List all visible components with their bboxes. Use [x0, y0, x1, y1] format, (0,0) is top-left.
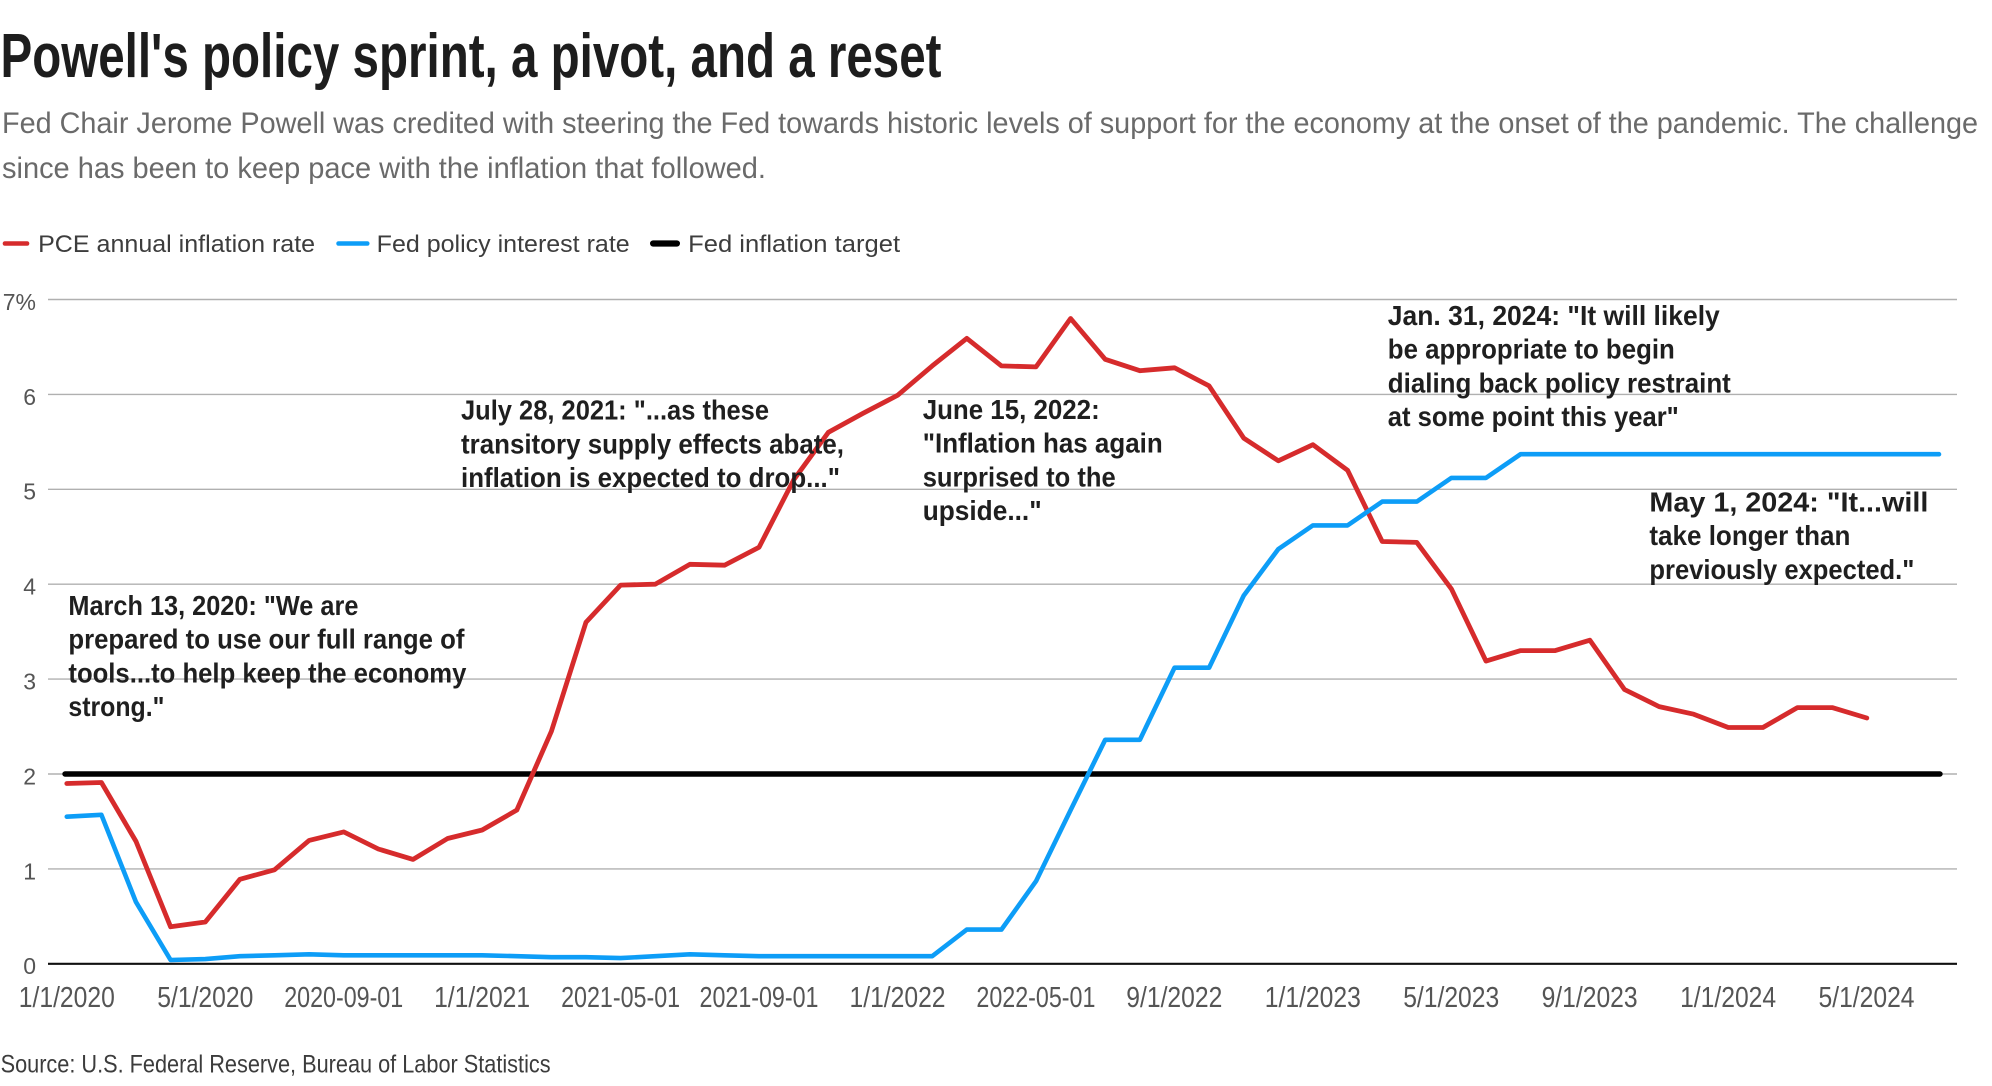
- svg-text:Source: U.S. Federal Reserve,: Source: U.S. Federal Reserve, Bureau of …: [1, 1052, 551, 1079]
- svg-text:Fed Chair Jerome Powell was cr: Fed Chair Jerome Powell was credited wit…: [2, 107, 1978, 140]
- svg-text:since has been to keep pace wi: since has been to keep pace with the inf…: [2, 152, 766, 185]
- svg-text:5/1/2023: 5/1/2023: [1403, 982, 1499, 1014]
- svg-text:Fed inflation target: Fed inflation target: [688, 231, 900, 258]
- svg-text:June 15, 2022:: June 15, 2022:: [923, 394, 1100, 425]
- svg-text:transitory supply effects abat: transitory supply effects abate,: [461, 428, 844, 459]
- svg-text:1/1/2020: 1/1/2020: [19, 982, 115, 1014]
- svg-text:upside...": upside...": [923, 495, 1042, 526]
- svg-text:3: 3: [23, 669, 36, 695]
- svg-text:surprised to the: surprised to the: [923, 461, 1116, 492]
- svg-text:7%: 7%: [3, 289, 36, 315]
- svg-text:2021-09-01: 2021-09-01: [700, 982, 819, 1014]
- svg-text:PCE annual inflation rate: PCE annual inflation rate: [38, 231, 315, 258]
- svg-text:2: 2: [23, 763, 36, 789]
- svg-text:2022-05-01: 2022-05-01: [976, 982, 1095, 1014]
- svg-text:prepared to use our full range: prepared to use our full range of: [68, 624, 465, 655]
- svg-text:5/1/2024: 5/1/2024: [1819, 982, 1915, 1014]
- svg-text:1/1/2022: 1/1/2022: [850, 982, 946, 1014]
- svg-text:March 13, 2020: "We are: March 13, 2020: "We are: [68, 590, 358, 621]
- svg-text:1: 1: [23, 858, 36, 884]
- svg-text:July 28, 2021: "...as these: July 28, 2021: "...as these: [461, 395, 769, 426]
- svg-text:take longer than: take longer than: [1649, 520, 1850, 551]
- svg-text:4: 4: [23, 574, 36, 600]
- svg-text:May 1, 2024: "It...will: May 1, 2024: "It...will: [1649, 486, 1928, 517]
- svg-text:9/1/2022: 9/1/2022: [1126, 982, 1222, 1014]
- svg-text:2021-05-01: 2021-05-01: [561, 982, 680, 1014]
- svg-text:at some point this year": at some point this year": [1388, 401, 1679, 432]
- svg-text:inflation is expected to drop.: inflation is expected to drop...": [461, 462, 840, 493]
- svg-text:5/1/2020: 5/1/2020: [157, 982, 253, 1014]
- svg-text:Fed policy interest rate: Fed policy interest rate: [377, 231, 630, 258]
- svg-text:0: 0: [23, 953, 36, 979]
- svg-text:2020-09-01: 2020-09-01: [284, 982, 403, 1014]
- svg-text:Powell's policy sprint, a pivo: Powell's policy sprint, a pivot, and a r…: [1, 22, 942, 91]
- svg-text:Jan. 31, 2024: "It will likely: Jan. 31, 2024: "It will likely: [1388, 300, 1721, 331]
- svg-text:"Inflation has again: "Inflation has again: [923, 428, 1163, 459]
- svg-text:1/1/2024: 1/1/2024: [1680, 982, 1776, 1014]
- svg-text:5: 5: [23, 479, 36, 505]
- svg-text:9/1/2023: 9/1/2023: [1542, 982, 1638, 1014]
- svg-text:1/1/2021: 1/1/2021: [434, 982, 530, 1014]
- svg-text:previously expected.": previously expected.": [1649, 554, 1914, 585]
- svg-text:be appropriate to begin: be appropriate to begin: [1388, 334, 1675, 365]
- svg-text:1/1/2023: 1/1/2023: [1265, 982, 1361, 1014]
- svg-text:dialing back policy restraint: dialing back policy restraint: [1388, 367, 1731, 398]
- svg-text:strong.": strong.": [68, 691, 164, 722]
- svg-text:tools...to help keep the econo: tools...to help keep the economy: [68, 657, 467, 688]
- svg-text:6: 6: [23, 384, 36, 410]
